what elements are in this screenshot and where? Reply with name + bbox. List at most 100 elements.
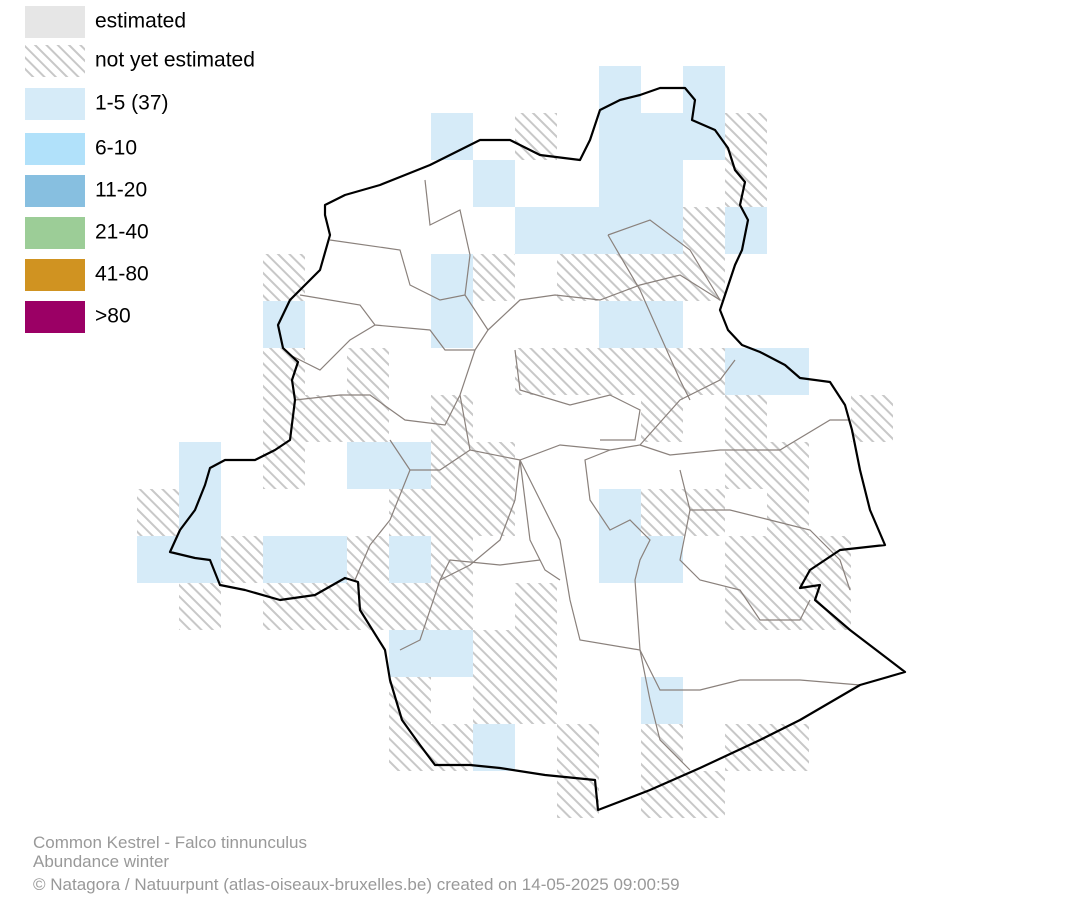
cell-1-5: [641, 207, 683, 254]
cell-1-5: [641, 160, 683, 207]
cell-not-estimated: [851, 395, 893, 442]
cell-not-estimated: [599, 348, 641, 395]
cell-not-estimated: [767, 536, 809, 583]
legend-label: 21-40: [95, 221, 149, 244]
cell-not-estimated: [725, 583, 767, 630]
cell-not-estimated: [473, 630, 515, 677]
cell-not-estimated: [557, 348, 599, 395]
cell-not-estimated: [389, 583, 431, 630]
cell-not-estimated: [641, 724, 683, 771]
cell-not-estimated: [221, 536, 263, 583]
cell-1-5: [263, 536, 305, 583]
map-subtitle: Abundance winter: [33, 852, 169, 871]
cell-1-5: [599, 113, 641, 160]
cell-not-estimated: [473, 254, 515, 301]
cell-not-estimated: [767, 442, 809, 489]
legend-label: >80: [95, 305, 131, 328]
cell-not-estimated: [641, 395, 683, 442]
legend-label: 1-5 (37): [95, 92, 169, 115]
cell-not-estimated: [263, 348, 305, 395]
cell-not-estimated: [599, 254, 641, 301]
cell-1-5: [599, 66, 641, 113]
cell-not-estimated: [767, 489, 809, 536]
cell-not-estimated: [725, 395, 767, 442]
cell-1-5: [431, 630, 473, 677]
cell-not-estimated: [515, 677, 557, 724]
cell-1-5: [641, 113, 683, 160]
cell-1-5: [431, 254, 473, 301]
cell-not-estimated: [515, 348, 557, 395]
cell-not-estimated: [725, 160, 767, 207]
cell-1-5: [599, 489, 641, 536]
cell-not-estimated: [137, 489, 179, 536]
cell-not-estimated: [431, 724, 473, 771]
cell-1-5: [263, 301, 305, 348]
cell-not-estimated: [557, 254, 599, 301]
legend-swatch: [25, 133, 85, 165]
cell-not-estimated: [473, 677, 515, 724]
cell-1-5: [473, 724, 515, 771]
cell-1-5: [431, 301, 473, 348]
cell-not-estimated: [683, 254, 725, 301]
cell-not-estimated: [725, 442, 767, 489]
legend-label: 41-80: [95, 263, 149, 286]
cell-not-estimated: [725, 113, 767, 160]
cell-not-estimated: [557, 724, 599, 771]
cell-1-5: [137, 536, 179, 583]
grid-cells: [137, 66, 893, 818]
cell-not-estimated: [515, 583, 557, 630]
cell-not-estimated: [431, 583, 473, 630]
cell-not-estimated: [809, 583, 851, 630]
legend-swatch: [25, 175, 85, 207]
cell-1-5: [767, 348, 809, 395]
cell-1-5: [599, 536, 641, 583]
cell-not-estimated: [683, 771, 725, 818]
cell-not-estimated: [431, 442, 473, 489]
cell-1-5: [557, 207, 599, 254]
cell-not-estimated: [431, 489, 473, 536]
cell-1-5: [515, 207, 557, 254]
cell-1-5: [305, 536, 347, 583]
cell-not-estimated: [641, 254, 683, 301]
species-name: Common Kestrel - Falco tinnunculus: [33, 833, 307, 852]
cell-not-estimated: [683, 207, 725, 254]
cell-1-5: [641, 536, 683, 583]
cell-not-estimated: [347, 395, 389, 442]
cell-not-estimated: [347, 348, 389, 395]
cell-1-5: [641, 677, 683, 724]
region-border: [168, 86, 907, 812]
cell-not-estimated: [347, 536, 389, 583]
cell-not-estimated: [725, 536, 767, 583]
cell-not-estimated: [305, 583, 347, 630]
cell-not-estimated: [431, 395, 473, 442]
cell-1-5: [725, 348, 767, 395]
legend-swatch: [25, 88, 85, 120]
cell-not-estimated: [767, 583, 809, 630]
cell-1-5: [683, 113, 725, 160]
cell-1-5: [389, 630, 431, 677]
cell-not-estimated: [263, 583, 305, 630]
legend-swatch: [25, 217, 85, 249]
cell-not-estimated: [683, 348, 725, 395]
cell-not-estimated: [179, 583, 221, 630]
legend-label: not yet estimated: [95, 49, 255, 72]
legend-label: estimated: [95, 10, 186, 33]
cell-not-estimated: [431, 536, 473, 583]
legend-swatch: [25, 45, 85, 77]
cell-1-5: [389, 536, 431, 583]
cell-not-estimated: [641, 489, 683, 536]
legend-label: 6-10: [95, 137, 137, 160]
cell-not-estimated: [473, 489, 515, 536]
cell-not-estimated: [305, 395, 347, 442]
legend: estimated not yet estimated 1-5 (37) 6-10 11…: [25, 6, 255, 333]
cell-not-estimated: [389, 489, 431, 536]
cell-not-estimated: [473, 442, 515, 489]
cell-not-estimated: [263, 442, 305, 489]
cell-1-5: [389, 442, 431, 489]
legend-swatch: [25, 301, 85, 333]
legend-label: 11-20: [95, 179, 147, 202]
municipality-borders: [289, 179, 861, 771]
cell-1-5: [599, 160, 641, 207]
cell-1-5: [347, 442, 389, 489]
